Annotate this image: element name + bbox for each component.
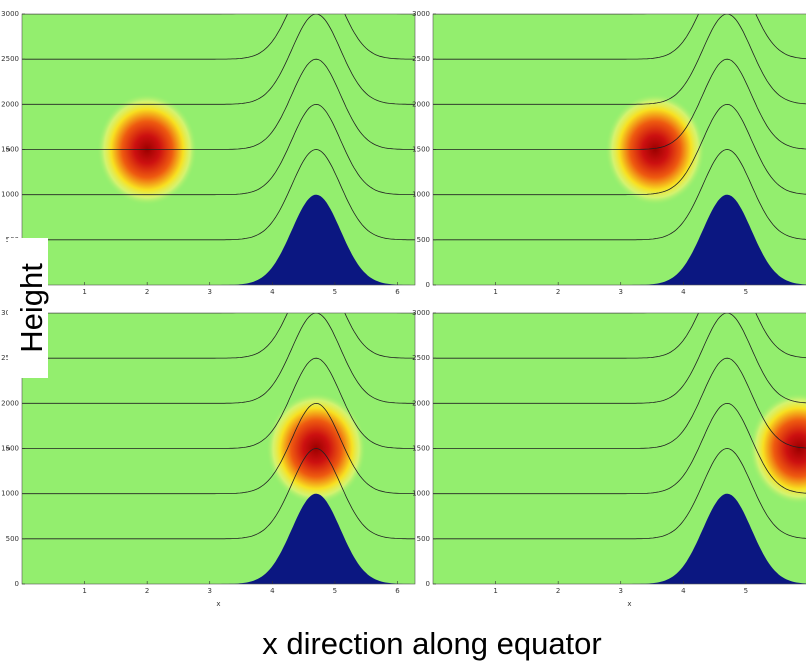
mountain: [433, 194, 806, 285]
coordinate-line: [22, 313, 415, 404]
x-tick-label: 1: [82, 587, 86, 595]
y-tick-label: 500: [6, 535, 19, 543]
coordinate-line: [433, 448, 806, 540]
coordinate-line: [22, 313, 415, 359]
y-tick-label: 2500: [412, 354, 430, 362]
x-tick-label: 5: [333, 288, 337, 296]
coordinate-line: [22, 58, 415, 150]
plot-area: [433, 14, 806, 285]
axis-label-x: x: [216, 600, 220, 608]
x-tick-label: 2: [556, 288, 560, 296]
x-label: x direction along equator: [262, 626, 602, 661]
coordinate-line: [433, 103, 806, 196]
x-tick-label: 3: [619, 587, 623, 595]
x-tick-label: 6: [395, 288, 400, 296]
y-tick-label: 3000: [1, 10, 19, 18]
y-tick-label: 1000: [1, 490, 19, 498]
y-tick-label: 3000: [412, 10, 430, 18]
mountain: [433, 493, 806, 584]
plot-area: [22, 14, 415, 285]
x-tick-label: 2: [556, 587, 560, 595]
y-tick-label: 2000: [1, 399, 19, 407]
y-tick-label: 1500: [1, 146, 19, 154]
coordinate-line: [433, 14, 648, 15]
panel: 050010001500200025003000123456z: [1, 10, 416, 296]
x-tick-label: 2: [145, 587, 149, 595]
coordinate-line: [433, 14, 806, 60]
x-tick-label: 5: [744, 288, 748, 296]
x-tick-label: 4: [270, 587, 275, 595]
y-label: Height: [14, 263, 49, 353]
x-tick-label: 1: [82, 288, 86, 296]
x-tick-label: 5: [744, 587, 748, 595]
y-tick-label: 2500: [1, 55, 19, 63]
y-tick-label: 2000: [412, 100, 430, 108]
y-tick-label: 1500: [1, 445, 19, 453]
y-tick-label: 0: [426, 580, 430, 588]
coordinate-line: [22, 402, 415, 495]
coordinate-line: [22, 14, 415, 15]
y-tick-label: 2500: [412, 55, 430, 63]
x-tick-label: 6: [395, 587, 400, 595]
plot-area: [22, 313, 415, 584]
y-tick-label: 3000: [412, 309, 430, 317]
coordinate-line: [22, 103, 415, 196]
coordinate-line: [22, 14, 415, 60]
y-tick-label: 500: [417, 236, 430, 244]
y-tick-label: 0: [426, 281, 430, 289]
coordinate-line: [22, 149, 415, 241]
axis-label-y: z: [4, 147, 12, 151]
tracer-blob: [749, 392, 806, 505]
x-tick-label: 3: [619, 288, 623, 296]
coordinate-line: [433, 313, 806, 404]
y-tick-label: 1000: [1, 191, 19, 199]
y-tick-label: 1000: [412, 191, 430, 199]
coordinate-line: [22, 448, 415, 540]
coordinate-line: [433, 402, 806, 495]
coordinate-line: [433, 313, 806, 359]
y-tick-label: 2000: [412, 399, 430, 407]
panel: 050010001500200025003000123456: [412, 10, 806, 296]
x-tick-label: 1: [493, 587, 497, 595]
y-tick-label: 1000: [412, 490, 430, 498]
coordinate-line: [433, 14, 806, 105]
coordinate-line: [433, 357, 806, 449]
x-tick-label: 1: [493, 288, 497, 296]
coordinate-line: [433, 58, 806, 150]
axis-label-x: x: [627, 600, 631, 608]
mountain: [22, 194, 415, 285]
axis-label-y: z: [4, 446, 12, 450]
x-tick-label: 3: [208, 587, 212, 595]
panel: 050010001500200025003000123456x: [412, 309, 806, 608]
x-tick-label: 5: [333, 587, 337, 595]
coordinate-line: [22, 14, 415, 105]
y-tick-label: 500: [417, 535, 430, 543]
y-tick-label: 1500: [412, 445, 430, 453]
y-tick-label: 1500: [412, 146, 430, 154]
panel: 050010001500200025003000123456zx: [1, 309, 416, 608]
mountain: [22, 493, 415, 584]
y-tick-label: 2000: [1, 100, 19, 108]
label-backdrop: [8, 238, 48, 378]
coordinate-line: [433, 149, 806, 241]
x-tick-label: 3: [208, 288, 212, 296]
x-tick-label: 2: [145, 288, 149, 296]
x-tick-label: 4: [270, 288, 275, 296]
plot-area: [433, 313, 806, 584]
tracer-blob: [605, 93, 706, 206]
coordinate-line: [22, 357, 415, 449]
x-tick-label: 4: [681, 587, 686, 595]
y-tick-label: 0: [15, 580, 19, 588]
x-tick-label: 4: [681, 288, 686, 296]
panels: 050010001500200025003000123456z050010001…: [1, 10, 806, 608]
